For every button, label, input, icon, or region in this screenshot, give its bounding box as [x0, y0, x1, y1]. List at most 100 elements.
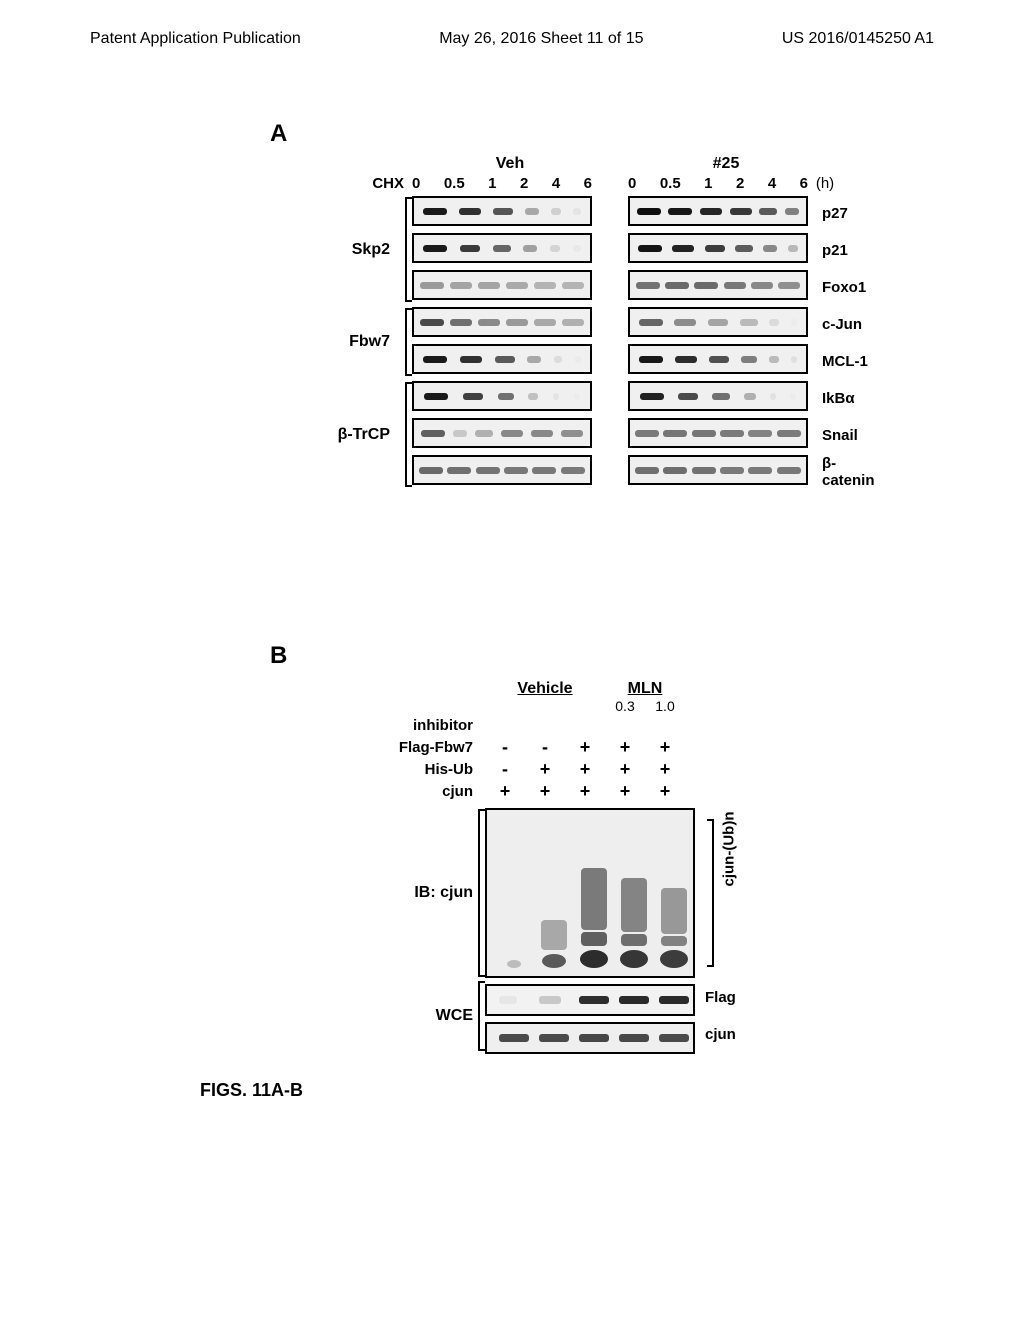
blot-half-veh [412, 344, 592, 374]
panel-a-blot-area: Skp2Fbw7β-TrCP p27p21Foxo1c-JunMCL-1IkBα… [300, 196, 880, 492]
header-left: Patent Application Publication [90, 30, 301, 48]
header-row-value: + [605, 758, 645, 780]
blot-half-c25 [628, 418, 808, 448]
panel-b: Vehicle MLN 0.3 1.0 inhibitorFlag-Fbw7--… [330, 680, 810, 1060]
target-label: c-Jun [822, 307, 880, 341]
timepoint-value: 0 [412, 175, 420, 192]
blot-row [412, 270, 814, 304]
panel-b-right-labels: cjun-(Ub)n Flag cjun [695, 808, 795, 1060]
cjun-ub-bracket-icon [705, 818, 715, 968]
chx-label: CHX [300, 175, 412, 192]
blot-band [659, 1034, 689, 1042]
ib-cjun-label: IB: cjun [330, 808, 485, 978]
header-row-value: + [645, 758, 685, 780]
wce-text: WCE [436, 1007, 473, 1025]
timepoint-value: 0.5 [660, 175, 681, 192]
header-row-value: + [565, 758, 605, 780]
panel-a: Veh #25 CHX 00.51246 00.51246 (h) Skp2Fb… [300, 155, 880, 492]
blot-half-c25 [628, 307, 808, 337]
header-veh: Veh [420, 155, 600, 173]
cjun-ub-label-wrap: cjun-(Ub)n [705, 808, 795, 978]
panel-b-blot-area: IB: cjun WCE cjun-(Ub)n [330, 808, 810, 1060]
blot-lane [659, 810, 689, 976]
fbox-group: β-TrCP [300, 381, 814, 492]
target-label: Snail [822, 418, 880, 452]
mln-dose-1: 0.3 [605, 698, 645, 714]
target-label: MCL-1 [822, 344, 880, 378]
timepoint-value: 2 [736, 175, 744, 192]
timepoint-value: 6 [584, 175, 592, 192]
timepoints-veh: 00.51246 [412, 175, 592, 192]
target-label: β-catenin [822, 455, 880, 489]
flag-label: Flag [705, 978, 795, 1016]
ib-cjun-text: IB: cjun [414, 884, 473, 902]
panel-b-label: B [270, 642, 287, 670]
blot-half-veh [412, 418, 592, 448]
panel-b-mln-doses: 0.3 1.0 [605, 698, 810, 714]
header-row-value: + [485, 780, 525, 802]
panel-b-header-row: Flag-Fbw7--+++ [330, 736, 810, 758]
figure-caption: FIGS. 11A-B [200, 1080, 303, 1101]
blot-band [659, 996, 689, 1004]
blot-band [619, 1034, 649, 1042]
header-row-label: Flag-Fbw7 [330, 739, 485, 756]
bracket-icon [404, 196, 414, 303]
header-row-value: + [525, 780, 565, 802]
bracket-icon [404, 307, 414, 377]
timepoint-value: 2 [520, 175, 528, 192]
blot-half-veh [412, 381, 592, 411]
header-right: US 2016/0145250 A1 [782, 30, 934, 48]
panel-b-header-row: inhibitor [330, 714, 810, 736]
blot-half-veh [412, 307, 592, 337]
timepoint-value: 4 [552, 175, 560, 192]
vehicle-label: Vehicle [485, 680, 605, 698]
target-label: p21 [822, 233, 880, 267]
blot-lane [499, 810, 529, 976]
fbox-label: Skp2 [352, 241, 390, 259]
blot-row [412, 196, 814, 230]
fbox-group: Fbw7 [300, 307, 814, 381]
timepoint-value: 1 [704, 175, 712, 192]
blot-half-c25 [628, 270, 808, 300]
blot-flag [485, 984, 695, 1016]
blot-half-veh [412, 270, 592, 300]
target-label: p27 [822, 196, 880, 230]
panel-b-header-rows: inhibitorFlag-Fbw7--+++His-Ub-++++cjun++… [330, 714, 810, 802]
header-compound25: #25 [636, 155, 816, 173]
cjun-ub-label: cjun-(Ub)n [721, 812, 738, 887]
panel-b-left-labels: IB: cjun WCE [330, 808, 485, 1060]
blot-half-c25 [628, 344, 808, 374]
page-header: Patent Application Publication May 26, 2… [0, 0, 1024, 48]
panel-a-label: A [270, 120, 287, 148]
header-row-label: His-Ub [330, 761, 485, 778]
header-row-value: + [605, 736, 645, 758]
header-row-value: + [565, 780, 605, 802]
timepoint-value: 0 [628, 175, 636, 192]
fbox-group: Skp2 [300, 196, 814, 307]
header-row-label: cjun [330, 783, 485, 800]
fbox-bracket-wrap: Skp2 [300, 196, 412, 303]
mln-label: MLN [605, 680, 685, 698]
blot-band [619, 996, 649, 1004]
fbox-label: β-TrCP [338, 426, 390, 444]
cjun-label: cjun [705, 1016, 795, 1052]
blot-row [412, 344, 814, 378]
mln-dose-2: 1.0 [645, 698, 685, 714]
header-row-value: - [525, 736, 565, 758]
panel-b-header-row: cjun+++++ [330, 780, 810, 802]
blot-band [499, 996, 517, 1004]
hours-label: (h) [808, 175, 842, 192]
blot-half-c25 [628, 381, 808, 411]
blot-cjun-ub [485, 808, 695, 978]
blot-row [412, 418, 814, 452]
fbox-label: Fbw7 [349, 333, 390, 351]
timepoint-value: 0.5 [444, 175, 465, 192]
blot-lane [539, 810, 569, 976]
blot-cjun [485, 1022, 695, 1054]
blot-row [412, 381, 814, 415]
blot-row [412, 233, 814, 267]
fbox-bracket-wrap: β-TrCP [300, 381, 412, 488]
panel-a-chx-row: CHX 00.51246 00.51246 (h) [300, 175, 880, 192]
panel-b-top-labels: Vehicle MLN [485, 680, 810, 698]
blot-band [539, 1034, 569, 1042]
